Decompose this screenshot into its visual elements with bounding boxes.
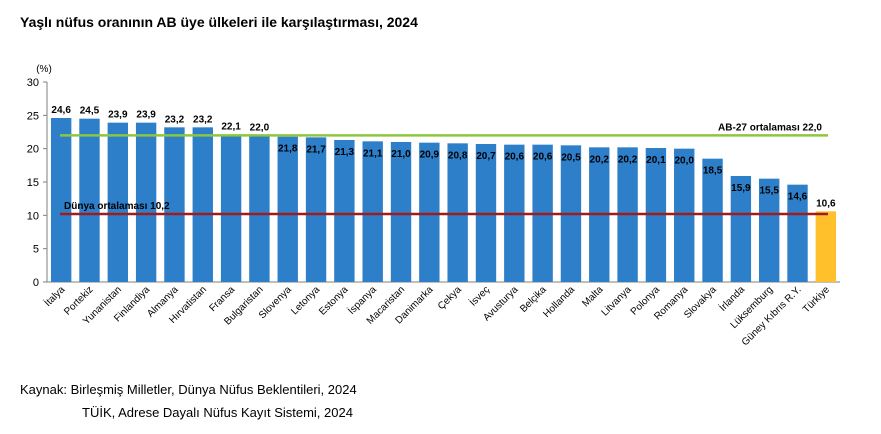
bar (249, 135, 270, 282)
value-label: 21,7 (306, 144, 326, 155)
value-label: 21,1 (363, 148, 383, 159)
bar (79, 118, 100, 283)
y-tick-label: 30 (27, 77, 39, 89)
y-tick-label: 15 (27, 177, 39, 189)
value-label: 24,6 (51, 105, 71, 116)
bar-chart: (%) 0 5 10 15 20 25 30 AB-27 ortalaması 22,0 Dü… (27, 64, 840, 349)
value-label: 20,7 (476, 151, 496, 162)
x-tick-label: İsveç (466, 283, 492, 309)
value-label: 10,6 (816, 198, 836, 209)
value-label: 15,5 (759, 186, 779, 197)
value-label: 18,5 (703, 166, 723, 177)
bar (674, 148, 695, 282)
bar (107, 122, 128, 283)
bar (277, 136, 298, 282)
bar (192, 127, 213, 282)
bar (305, 137, 327, 282)
value-label: 21,0 (391, 149, 411, 160)
x-tick-label: İtalya (41, 283, 67, 309)
value-label: 20,2 (590, 154, 610, 165)
bar (702, 158, 723, 282)
value-label: 23,2 (193, 114, 213, 125)
value-label: 15,9 (731, 183, 751, 194)
value-label: 20,9 (420, 150, 440, 161)
bar (164, 127, 185, 282)
x-axis-labels: İtalyaPortekizYunanistanFinlandiyaAlmany… (41, 283, 832, 349)
eu-average-label: AB-27 ortalaması 22,0 (718, 122, 822, 133)
y-tick-label: 10 (27, 210, 39, 222)
x-tick-label: Türkiye (801, 284, 832, 315)
value-label: 20,5 (561, 152, 581, 163)
y-tick-label: 25 (27, 110, 39, 122)
source-line-2: TÜİK, Adrese Dayalı Nüfus Kayıt Sistemi,… (82, 405, 353, 420)
bars-group (50, 118, 837, 283)
world-average-label: Dünya ortalaması 10,2 (64, 201, 170, 212)
y-axis-unit-label: (%) (36, 64, 52, 75)
value-label: 23,9 (136, 110, 156, 121)
value-label: 20,6 (533, 152, 553, 163)
y-axis: 0 5 10 15 20 25 30 (27, 77, 840, 289)
bar (334, 140, 355, 282)
value-label: 22,0 (250, 122, 270, 133)
value-label: 22,1 (221, 122, 241, 133)
bar (419, 142, 440, 282)
bar (759, 178, 780, 282)
x-tick-label: Çekya (436, 284, 464, 312)
bar (447, 143, 468, 282)
bar (390, 142, 412, 282)
value-label: 24,5 (80, 106, 100, 117)
bar (50, 118, 72, 282)
value-label: 20,6 (505, 152, 525, 163)
value-label: 23,2 (165, 114, 185, 125)
bar (815, 211, 837, 282)
value-label: 20,1 (646, 155, 666, 166)
value-label: 20,8 (448, 150, 468, 161)
value-label: 20,2 (618, 154, 638, 165)
value-label: 20,0 (674, 156, 694, 167)
value-label: 21,3 (335, 147, 355, 158)
y-tick-label: 0 (33, 277, 39, 289)
x-tick-label: Letonya (289, 284, 322, 317)
bar (730, 176, 752, 282)
y-tick-label: 5 (33, 244, 39, 256)
reference-lines: AB-27 ortalaması 22,0 Dünya ortalaması 10… (60, 122, 828, 216)
value-label: 23,9 (108, 110, 128, 121)
value-label: 21,8 (278, 144, 298, 155)
value-label: 14,6 (788, 192, 808, 203)
bar (362, 141, 383, 282)
bar (135, 122, 157, 283)
value-labels: 24,6 24,5 23,9 23,9 23,2 23,2 22,1 22,0 21,8 21,7… (51, 105, 836, 209)
bar (220, 134, 242, 282)
x-tick-label: Malta (580, 284, 605, 309)
x-tick-label: Litvanya (600, 284, 634, 318)
y-tick-label: 20 (27, 144, 39, 156)
x-tick-label: Hollanda (541, 284, 577, 320)
source-line-1: Kaynak: Birleşmiş Milletler, Dünya Nüfus… (20, 382, 357, 397)
chart-title: Yaşlı nüfus oranının AB üye ülkeleri ile… (20, 14, 418, 30)
x-tick-label: Estonya (317, 284, 351, 318)
bar (787, 184, 808, 282)
